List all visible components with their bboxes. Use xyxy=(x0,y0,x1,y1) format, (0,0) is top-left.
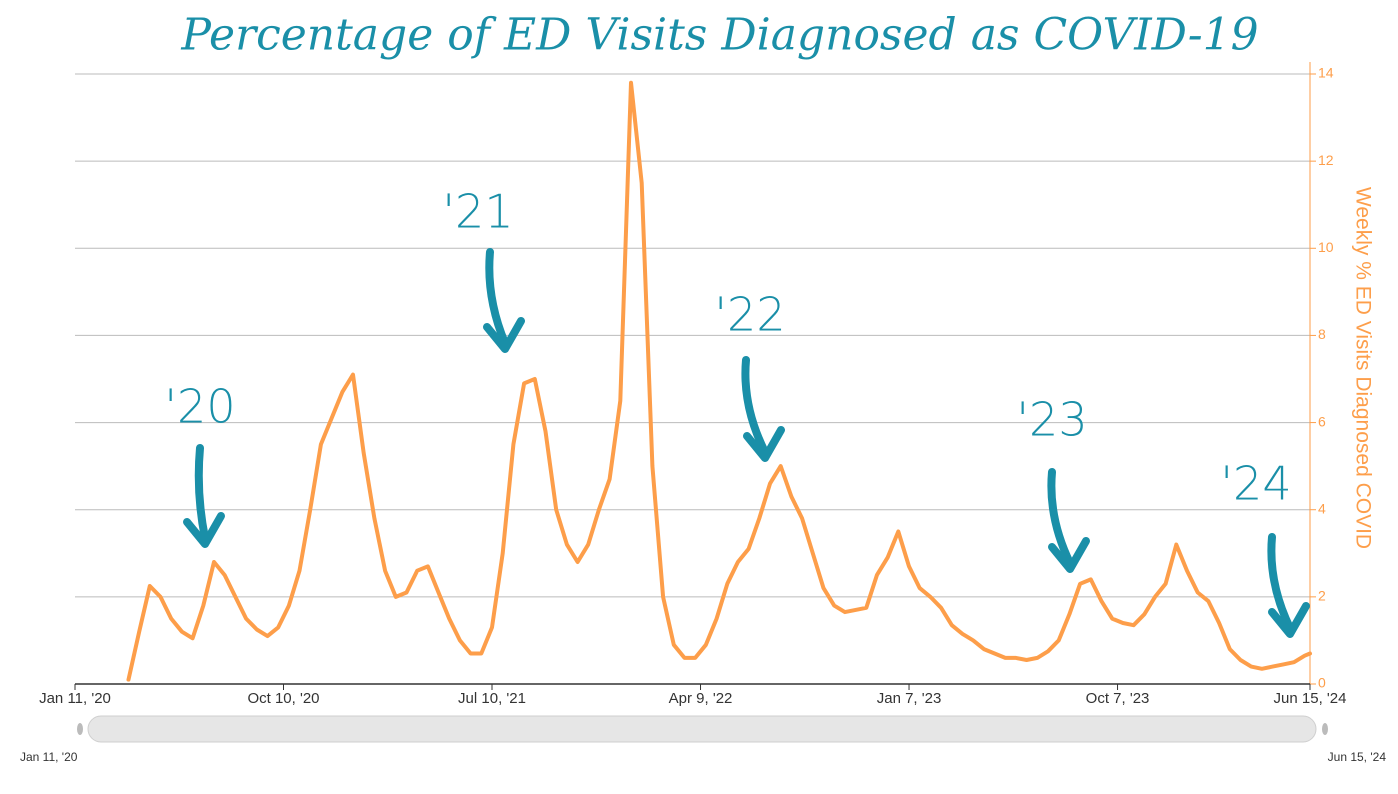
y2-tick-label: 10 xyxy=(1318,239,1334,255)
annotation-arrowhead xyxy=(1268,602,1310,638)
annotation: '22 xyxy=(714,288,785,342)
annotation: '21 xyxy=(442,185,513,239)
navigator-start: Jan 11, '20 xyxy=(20,750,78,764)
navigator-handle[interactable] xyxy=(1322,723,1328,735)
y2-tick-label: 6 xyxy=(1318,413,1326,429)
chart-title: Percentage of ED Visits Diagnosed as COV… xyxy=(180,10,1258,61)
y2-tick-label: 2 xyxy=(1318,588,1326,604)
y2-tick-label: 12 xyxy=(1318,152,1334,168)
x-tick-label: Apr 9, '22 xyxy=(669,690,733,707)
annotation: '24 xyxy=(1220,457,1291,511)
x-tick-label: Oct 10, '20 xyxy=(247,690,319,707)
navigator-end: Jun 15, '24 xyxy=(1328,750,1387,764)
annotation-arrow xyxy=(194,444,209,542)
x-tick-label: Jul 10, '21 xyxy=(458,690,526,707)
annotation-arrowhead xyxy=(1048,537,1090,573)
annotation-arrow xyxy=(485,248,509,347)
x-tick-label: Oct 7, '23 xyxy=(1086,690,1150,707)
annotation: '23 xyxy=(1016,393,1087,447)
annotation: '20 xyxy=(164,380,235,434)
data-line xyxy=(126,80,1312,682)
y2-tick-label: 4 xyxy=(1318,500,1326,516)
y2-tick-label: 8 xyxy=(1318,326,1326,342)
x-tick-label: Jun 15, '24 xyxy=(1274,690,1347,707)
annotation-arrowhead xyxy=(183,512,225,548)
annotation-arrowhead xyxy=(483,317,525,353)
annotation-arrow xyxy=(1047,468,1074,567)
annotation-arrow xyxy=(741,356,769,456)
navigator-handle[interactable] xyxy=(77,723,83,735)
x-tick-label: Jan 7, '23 xyxy=(877,690,942,707)
y2-tick-label: 0 xyxy=(1318,675,1326,691)
y2-axis-label: Weekly % ED Visits Diagnosed COVID xyxy=(1351,187,1374,549)
x-tick-label: Jan 11, '20 xyxy=(39,690,111,707)
annotation-arrowhead xyxy=(743,426,785,462)
navigator-bar[interactable] xyxy=(87,715,1317,743)
y2-tick-label: 14 xyxy=(1318,65,1334,81)
annotation-arrow xyxy=(1267,533,1294,632)
